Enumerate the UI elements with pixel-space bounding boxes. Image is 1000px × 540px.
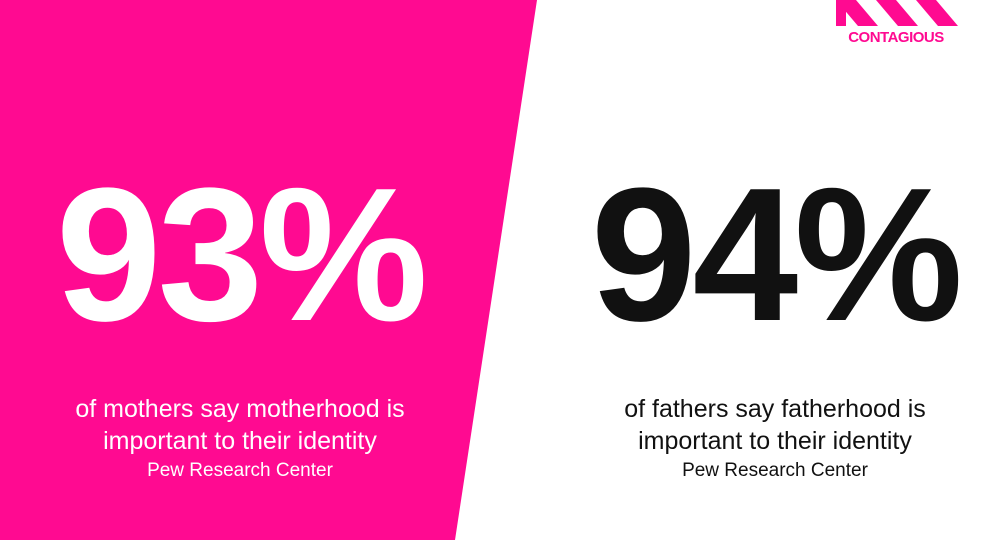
caption-line: of mothers say motherhood is [75, 395, 405, 423]
left-panel: 93% of mothers say motherhood is importa… [30, 0, 450, 540]
caption-line: important to their identity [103, 427, 377, 455]
caption-line: important to their identity [638, 427, 912, 455]
logo-text: CONTAGIOUS [848, 29, 944, 46]
right-panel: 94% of fathers say fatherhood is importa… [555, 0, 995, 540]
caption-line: of fathers say fatherhood is [624, 395, 926, 423]
caption: of mothers say motherhood is important t… [30, 393, 450, 457]
pink-panel [0, 0, 537, 540]
stat: 94% [590, 149, 963, 361]
stat: 93% [55, 149, 428, 361]
logo: CONTAGIOUS [832, 0, 960, 48]
source: Pew Research Center [682, 460, 868, 481]
source: Pew Research Center [147, 460, 333, 481]
caption: of fathers say fatherhood is important t… [555, 393, 995, 457]
logo-mark [836, 0, 958, 26]
